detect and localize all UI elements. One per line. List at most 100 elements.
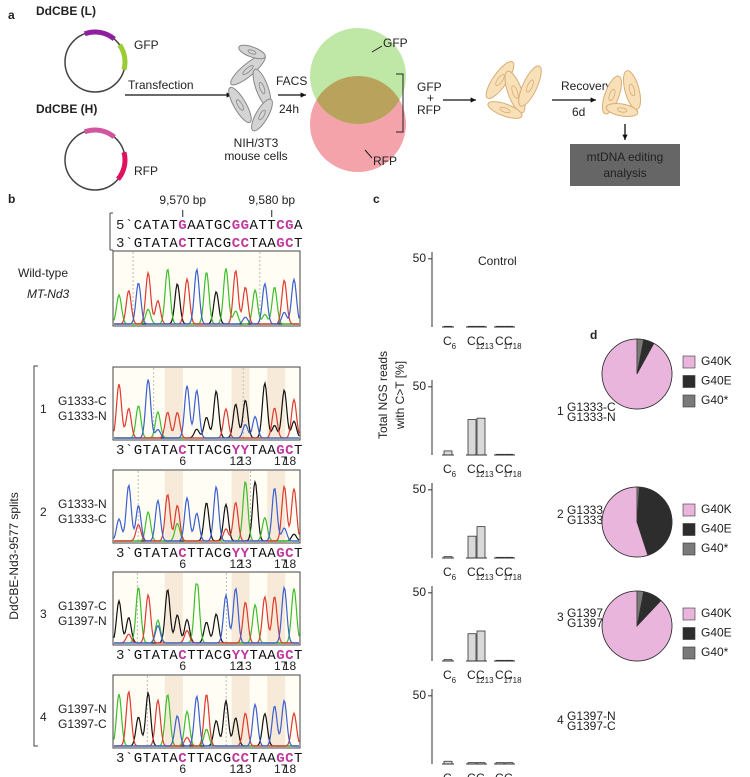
category-letter: C bbox=[467, 462, 476, 476]
analysis-label: mtDNA editing bbox=[587, 150, 664, 164]
venn-label: GFP bbox=[383, 36, 408, 50]
x-tick-label: C13 bbox=[476, 668, 494, 685]
row-construct: G1397-N bbox=[567, 709, 616, 723]
x-tick-label: C12 bbox=[467, 771, 485, 777]
row-number: 1 bbox=[40, 402, 47, 416]
sequence-segment: AATGC bbox=[187, 218, 231, 234]
row-number: 3 bbox=[557, 610, 564, 624]
nucleus bbox=[608, 88, 616, 102]
nucleus bbox=[236, 99, 244, 111]
position-number: 17 bbox=[274, 659, 288, 673]
category-number: 17 bbox=[504, 573, 513, 582]
position-number: 13 bbox=[238, 557, 252, 571]
x-tick-label: C18 bbox=[504, 565, 522, 582]
x-tick-label: C13 bbox=[476, 462, 494, 479]
category-number: 13 bbox=[485, 573, 494, 582]
plasmid-reporter bbox=[117, 43, 128, 71]
x-tick-label: C18 bbox=[504, 334, 522, 351]
sequence-segment: GG bbox=[232, 218, 249, 234]
nucleus bbox=[495, 74, 505, 86]
sequence-segment: C bbox=[178, 546, 187, 562]
nucleus bbox=[628, 83, 636, 97]
sample-label: MT-Nd3 bbox=[27, 287, 70, 301]
position-number: 18 bbox=[283, 762, 297, 776]
splits-label: DdCBE-Nd3-9577 splits bbox=[7, 492, 21, 619]
sequence-segment: ATT bbox=[250, 218, 276, 234]
sequence-segment: GC bbox=[276, 443, 294, 459]
sequence-segment: C bbox=[178, 648, 187, 664]
row-number: 3 bbox=[40, 607, 47, 621]
x-tick-label: C17 bbox=[495, 334, 513, 351]
panel-label: c bbox=[373, 192, 380, 206]
sequence-segment: T bbox=[294, 546, 302, 562]
x-tick-label: C6 bbox=[443, 668, 457, 685]
sequence-segment: TTACG bbox=[187, 443, 231, 459]
bar bbox=[467, 419, 477, 456]
nucleus bbox=[258, 109, 266, 121]
position-label: 9,580 bp bbox=[248, 193, 295, 207]
step-label: FACS bbox=[276, 74, 307, 88]
category-letter: C bbox=[467, 668, 476, 682]
sequence-segment: GTATA bbox=[134, 236, 179, 252]
chromatogram-trace bbox=[113, 483, 299, 542]
sequence-segment: TAA bbox=[250, 546, 277, 562]
sequence-prefix: 3` bbox=[116, 751, 133, 767]
sequence-prefix: 3` bbox=[116, 546, 133, 562]
sequence-segment: TTACG bbox=[187, 751, 231, 767]
row-construct: G1397-N bbox=[58, 702, 107, 716]
sequence-segment: GTATA bbox=[134, 648, 179, 664]
analysis-box bbox=[570, 144, 680, 186]
chromatogram-trace bbox=[114, 585, 299, 644]
sequence-segment: GTATA bbox=[134, 751, 179, 767]
sequence-segment: TAA bbox=[250, 443, 277, 459]
sorted-label: GFP bbox=[417, 80, 442, 94]
position-number: 17 bbox=[274, 454, 288, 468]
x-tick-label: C13 bbox=[476, 334, 494, 351]
position-number: 17 bbox=[274, 557, 288, 571]
plasmid bbox=[64, 129, 126, 191]
step-label: 24h bbox=[279, 102, 299, 116]
x-tick-label: C6 bbox=[443, 462, 457, 479]
sequence-segment: YY bbox=[232, 546, 250, 562]
legend-swatch bbox=[682, 646, 696, 660]
y-axis-label: with C>T [%] bbox=[393, 361, 407, 430]
bracket bbox=[33, 365, 38, 747]
sequence-segment: GTATA bbox=[134, 443, 179, 459]
sequence-prefix: 5` bbox=[116, 218, 133, 234]
chromatogram bbox=[112, 250, 301, 327]
legend-label: G40* bbox=[701, 541, 729, 555]
category-letter: C bbox=[443, 334, 452, 348]
sequence-segment: TAA bbox=[250, 751, 277, 767]
highlight bbox=[231, 471, 250, 542]
category-number: 18 bbox=[513, 470, 522, 479]
legend-label: G40E bbox=[701, 626, 732, 640]
chromatogram-trace bbox=[114, 694, 299, 747]
panel-label: a bbox=[8, 8, 15, 22]
legend-swatch bbox=[682, 523, 696, 536]
category-number: 6 bbox=[452, 342, 457, 351]
x-tick-label: C18 bbox=[504, 462, 522, 479]
reporter-label: GFP bbox=[134, 38, 159, 52]
y-tick-label: 50 bbox=[413, 688, 427, 702]
sequence-segment: CC bbox=[232, 236, 250, 252]
highlight bbox=[164, 676, 183, 747]
sequence-segment: T bbox=[294, 236, 302, 252]
row-number: 2 bbox=[40, 505, 47, 519]
category-letter: C bbox=[443, 462, 452, 476]
legend-label: G40* bbox=[701, 645, 729, 659]
bar bbox=[467, 633, 477, 662]
pie-outline bbox=[601, 338, 673, 410]
category-letter: C bbox=[495, 565, 504, 579]
x-tick-label: C12 bbox=[467, 565, 485, 582]
category-letter: C bbox=[467, 771, 476, 777]
nucleus bbox=[258, 81, 266, 95]
leader bbox=[364, 149, 373, 159]
plasmid-insert bbox=[83, 29, 116, 42]
step-label: Transfection bbox=[128, 78, 194, 92]
category-letter: C bbox=[495, 771, 504, 777]
y-tick-label: 50 bbox=[413, 379, 427, 393]
sequence-segment: YY bbox=[232, 648, 250, 664]
sequence-segment: CC bbox=[232, 751, 250, 767]
chart-title: Control bbox=[478, 254, 517, 268]
x-tick-label: C6 bbox=[443, 565, 457, 582]
